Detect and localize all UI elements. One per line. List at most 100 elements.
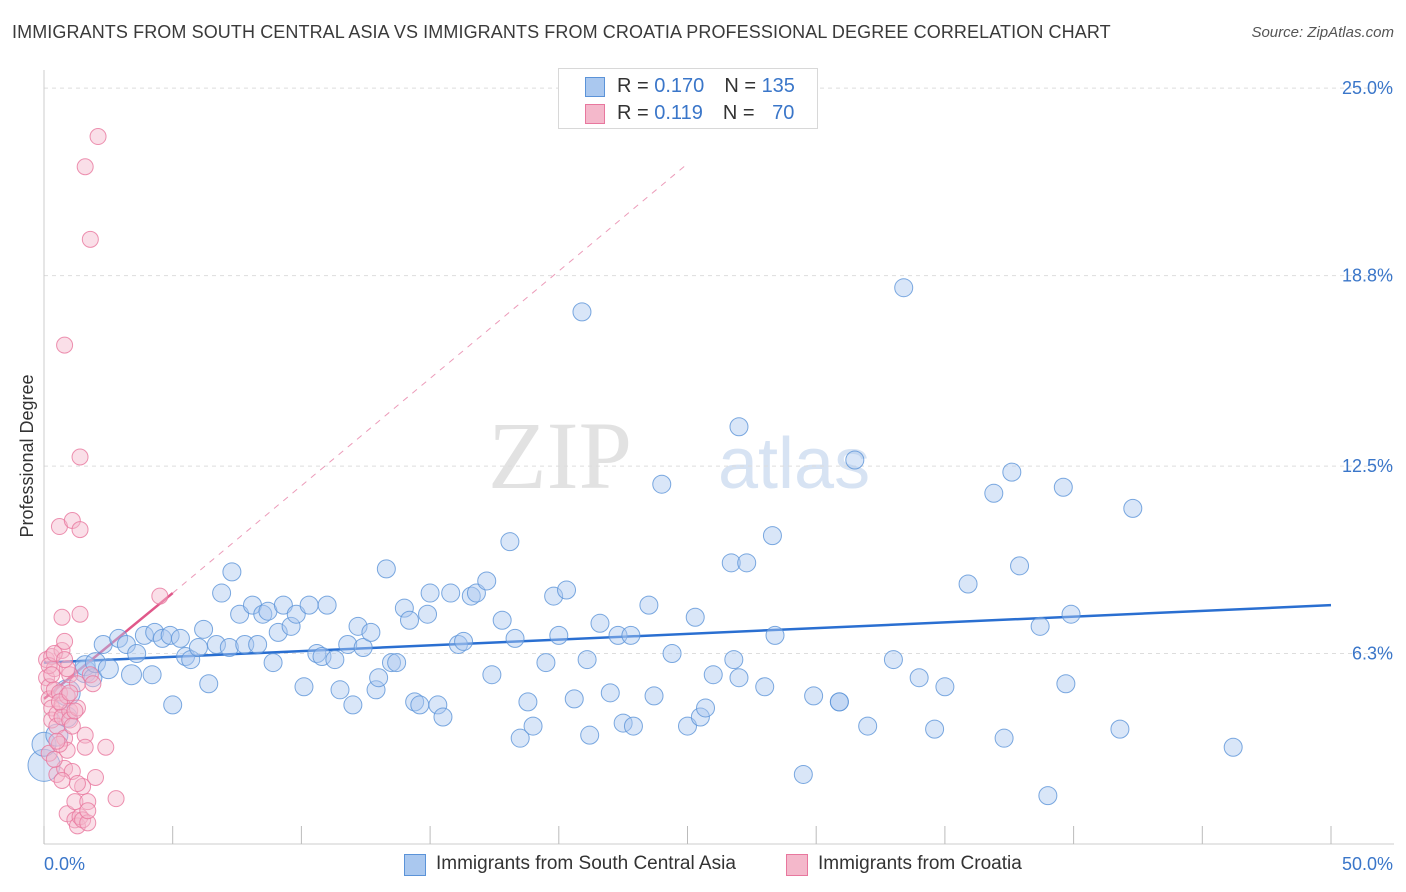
data-point xyxy=(76,726,94,744)
series-legend-swatch-blue xyxy=(404,854,426,876)
data-point xyxy=(312,647,332,667)
data-point xyxy=(71,448,89,466)
data-point xyxy=(376,559,396,579)
data-point xyxy=(883,650,903,670)
data-point xyxy=(505,628,525,648)
data-point xyxy=(405,692,425,712)
data-point xyxy=(500,532,520,552)
data-point xyxy=(608,625,628,645)
data-point xyxy=(724,650,744,670)
data-point xyxy=(56,632,74,650)
data-point xyxy=(176,647,196,667)
watermark: ZIP atlas xyxy=(488,402,870,509)
data-point xyxy=(199,674,219,694)
data-point xyxy=(580,725,600,745)
data-point xyxy=(206,634,226,654)
data-point xyxy=(107,790,125,808)
data-point xyxy=(74,778,92,796)
x-tick-label: 0.0% xyxy=(44,854,85,874)
data-point xyxy=(97,738,115,756)
data-point xyxy=(428,695,448,715)
data-point xyxy=(433,707,453,727)
data-point xyxy=(84,675,102,693)
watermark-atlas: atlas xyxy=(718,424,870,504)
data-point xyxy=(61,684,79,702)
data-point xyxy=(31,731,57,757)
legend-r-value: 0.170 xyxy=(654,75,705,97)
data-point xyxy=(353,637,373,657)
data-point xyxy=(121,664,143,686)
legend-swatch-pink xyxy=(585,104,605,124)
data-point xyxy=(600,683,620,703)
data-point xyxy=(418,604,438,624)
data-point xyxy=(74,811,92,829)
legend-r-label: R = xyxy=(617,75,655,97)
data-point xyxy=(492,610,512,630)
data-point xyxy=(909,668,929,688)
tick-labels: 6.3% 12.5% 18.8% 25.0% 0.0% 50.0% xyxy=(44,78,1393,874)
data-point xyxy=(219,637,239,657)
data-point xyxy=(729,417,749,437)
legend-stats-blue: R = 0.170 N = 135 xyxy=(617,75,795,98)
data-point xyxy=(678,716,697,736)
series-legend-label-pink: Immigrants from Croatia xyxy=(818,853,1022,874)
data-point xyxy=(1056,674,1076,694)
x-tick-label: 50.0% xyxy=(1342,854,1393,874)
data-point xyxy=(81,230,99,248)
data-point xyxy=(536,653,556,673)
data-point xyxy=(765,625,785,645)
data-point xyxy=(466,583,486,603)
axes xyxy=(43,70,1394,845)
data-point xyxy=(1053,477,1073,497)
data-point xyxy=(71,521,89,539)
data-point xyxy=(56,651,74,669)
data-point xyxy=(639,595,659,615)
legend-box: R = 0.170 N = 135 R = 0.119 N = 70 xyxy=(558,68,818,129)
data-point xyxy=(45,645,63,663)
data-point xyxy=(338,634,358,654)
data-point xyxy=(222,562,242,582)
data-point xyxy=(381,653,401,673)
legend-r-value: 0.119 xyxy=(654,102,703,124)
data-point xyxy=(762,526,782,546)
data-point xyxy=(1010,556,1030,576)
legend-r-label: R = xyxy=(617,102,655,124)
data-point xyxy=(518,692,538,712)
data-point xyxy=(1123,498,1143,518)
data-point xyxy=(151,587,169,605)
data-point xyxy=(212,583,232,603)
data-point xyxy=(623,716,643,736)
data-point xyxy=(894,278,914,298)
data-point xyxy=(194,619,214,639)
data-point xyxy=(544,586,564,606)
data-point xyxy=(317,595,337,615)
data-point xyxy=(935,677,955,697)
data-point xyxy=(804,686,824,706)
y-tick-label: 6.3% xyxy=(1352,644,1393,664)
data-point xyxy=(230,604,250,624)
data-point xyxy=(696,698,716,718)
data-point xyxy=(454,631,474,651)
data-point xyxy=(79,802,97,820)
data-point xyxy=(703,665,723,685)
data-point xyxy=(45,750,63,768)
data-point xyxy=(1223,737,1243,757)
data-point xyxy=(621,625,641,645)
data-point xyxy=(48,732,66,750)
data-point xyxy=(263,653,283,673)
legend-n-value: 70 xyxy=(772,102,795,124)
data-point xyxy=(958,574,978,594)
data-point xyxy=(1038,786,1058,806)
data-point xyxy=(273,595,293,615)
data-point xyxy=(281,616,301,636)
trend-line-pink-extension xyxy=(172,163,688,594)
data-point xyxy=(299,595,319,615)
y-tick-label: 25.0% xyxy=(1342,78,1393,98)
data-point xyxy=(76,158,94,176)
data-point xyxy=(79,793,97,811)
data-point xyxy=(84,652,106,674)
data-point xyxy=(994,728,1014,748)
data-point xyxy=(109,628,129,648)
data-point xyxy=(477,571,497,591)
